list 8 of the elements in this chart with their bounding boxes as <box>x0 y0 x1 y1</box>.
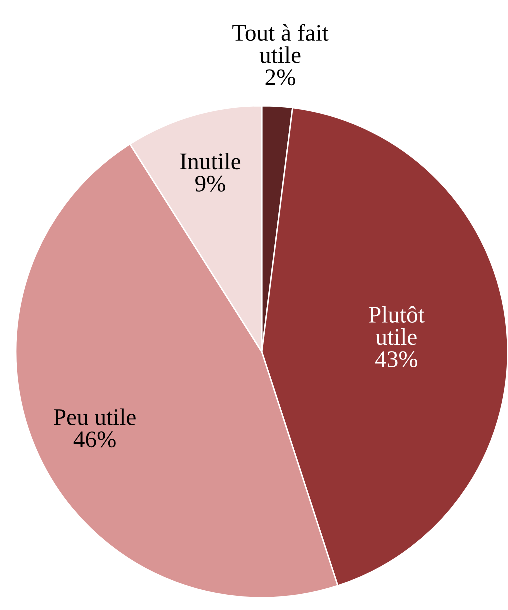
slice-label: Plutôt utile <box>369 306 425 346</box>
slice-label: Tout à fait utile <box>232 24 329 64</box>
data-label: 2% <box>266 70 296 86</box>
data-label: 43% <box>376 351 418 368</box>
slice-label: Peu utile <box>54 408 136 426</box>
data-label: 46% <box>74 432 116 448</box>
slice-label: Inutile <box>180 153 241 170</box>
data-label: 9% <box>196 176 226 192</box>
